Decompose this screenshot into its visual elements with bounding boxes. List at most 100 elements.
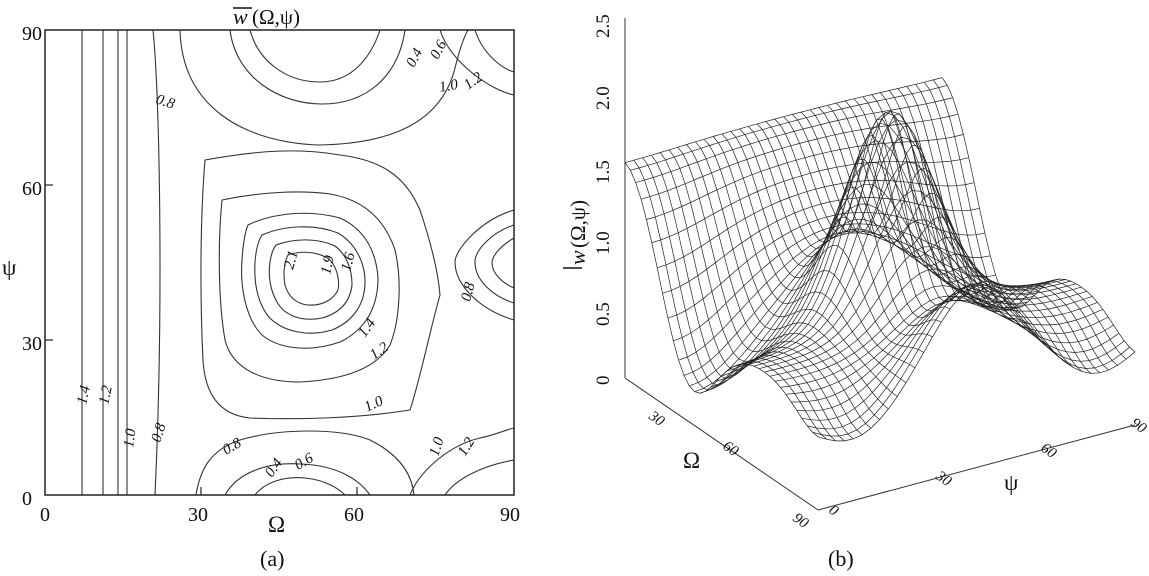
contour-line [241, 212, 379, 349]
mesh-line [641, 113, 959, 200]
contour-label: 1.4 [74, 384, 94, 406]
psi-tick-label: 0 [826, 502, 842, 520]
contour-line [268, 239, 353, 320]
z-label-symbol: w [565, 250, 590, 265]
z-tick-labels: 0 0.5 1.0 1.5 2.0 2.5 [593, 14, 614, 385]
z-tick-label: 1.0 [593, 231, 614, 255]
contour-label: 1.0 [438, 77, 460, 96]
mesh-line [924, 81, 1118, 366]
plot-frame [44, 29, 515, 496]
mesh-line [774, 118, 968, 306]
mesh-line [775, 285, 1093, 382]
psi-axis-line [817, 424, 1136, 511]
contour-chart: w (Ω,ψ) [2, 4, 520, 571]
mesh-line [633, 159, 828, 440]
y-tick-label: 90 [22, 23, 42, 45]
contour-label: 2.1 [281, 249, 301, 271]
contour-label: 0.8 [149, 421, 170, 444]
contour-line [200, 150, 441, 420]
y-tick-label: 30 [22, 333, 42, 355]
omega-tick-labels: 30 60 90 [645, 408, 812, 533]
contour-lines [81, 29, 515, 496]
contour-label: 1.9 [318, 254, 338, 276]
mesh-line [880, 92, 1074, 368]
contour-label: 1.6 [338, 250, 358, 273]
y-tick-label: 0 [22, 488, 32, 510]
contour-line [474, 224, 515, 304]
contour-line [409, 427, 515, 496]
mesh-line [642, 157, 836, 442]
contour-line [439, 29, 515, 96]
x-tick-label: 90 [500, 504, 520, 526]
contour-label: 1.2 [96, 384, 116, 406]
mesh-line [712, 136, 907, 383]
surface-mesh [624, 77, 1136, 442]
contour-line [254, 477, 346, 496]
contour-line [491, 237, 515, 289]
mesh-line [677, 146, 872, 429]
contour-label: 0.8 [154, 92, 177, 113]
mesh-line [748, 126, 942, 327]
mesh-line [836, 102, 1030, 325]
contour-line [254, 226, 366, 334]
mesh-line [783, 110, 977, 303]
mesh-line [871, 94, 1065, 362]
contour-label: 0.8 [220, 435, 245, 458]
mesh-line [817, 284, 1136, 442]
mesh-line [932, 79, 1127, 360]
mesh-line [800, 111, 995, 302]
mesh-line [807, 285, 1125, 430]
psi-tick-label: 60 [1038, 440, 1060, 462]
contour-line [474, 29, 515, 73]
mesh-line [801, 290, 1120, 421]
mesh-line [726, 112, 1044, 372]
mesh-line [906, 86, 1101, 374]
psi-axis-label: ψ [1004, 470, 1019, 495]
mesh-line [635, 97, 953, 183]
x-axis-label: Ω [268, 512, 285, 537]
z-axis-label: w (Ω,ψ) [563, 200, 590, 269]
mesh-line [704, 138, 898, 397]
mesh-line [721, 133, 916, 369]
mesh-line [739, 128, 933, 338]
surface-chart: 0 0.5 1.0 1.5 2.0 2.5 w (Ω,ψ) 30 60 90 Ω… [563, 14, 1149, 571]
contour-label: 1.2 [461, 69, 486, 93]
contour-label: 1.0 [427, 435, 448, 458]
mesh-line [915, 84, 1109, 371]
contour-label: 1.2 [455, 434, 479, 459]
contour-label: 0.4 [262, 455, 286, 480]
y-tick-label: 60 [22, 178, 42, 200]
chart-title-args: (Ω,ψ) [252, 5, 300, 29]
contour-label: 1.2 [367, 339, 392, 363]
contour-label: 0.6 [292, 450, 317, 473]
mesh-line [630, 84, 948, 171]
omega-tick-label: 90 [790, 510, 812, 532]
x-tick-label: 60 [344, 504, 364, 526]
mesh-line [809, 109, 1004, 304]
mesh-line [844, 100, 1039, 336]
mesh-line [624, 162, 819, 438]
psi-tick-label: 30 [932, 468, 955, 491]
z-tick-label: 2.0 [593, 86, 614, 110]
z-tick-label: 2.5 [593, 14, 614, 38]
contour-line [224, 463, 371, 496]
panel-caption: (b) [828, 546, 854, 571]
z-tick-label: 0.5 [593, 302, 614, 326]
contour-line [218, 191, 400, 383]
psi-tick-labels: 0 30 60 90 [826, 415, 1149, 520]
contour-label: 0.4 [403, 45, 426, 70]
mesh-line [756, 123, 951, 318]
contour-line [152, 29, 161, 496]
contour-line [229, 29, 406, 105]
mesh-line [792, 113, 986, 301]
omega-axis-line [624, 377, 819, 511]
contour-label: 1.0 [362, 393, 386, 416]
mesh-line [651, 154, 845, 442]
mesh-line [818, 107, 1012, 308]
mesh-line [853, 98, 1048, 346]
contour-label: 0.8 [458, 280, 478, 303]
mesh-line [888, 90, 1083, 372]
panel-caption: (a) [260, 546, 284, 571]
contour-label: 1.0 [121, 427, 140, 448]
